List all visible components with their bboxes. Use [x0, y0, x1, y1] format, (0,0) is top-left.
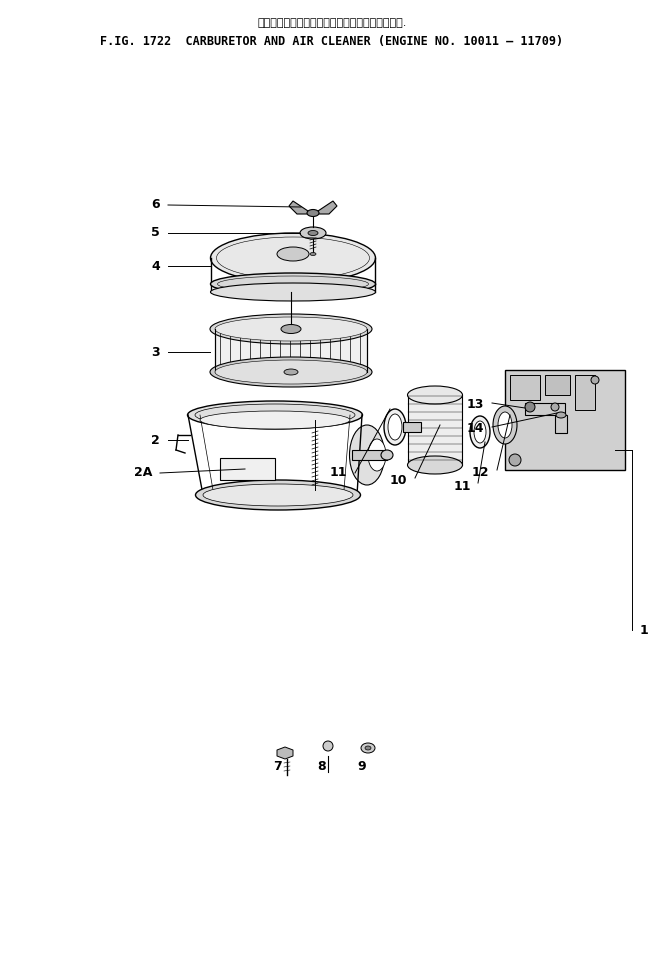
Ellipse shape [551, 403, 559, 411]
Bar [215, 329, 367, 372]
Text: 4: 4 [151, 259, 160, 272]
Ellipse shape [300, 227, 326, 239]
Ellipse shape [525, 402, 535, 412]
Ellipse shape [381, 450, 393, 460]
Ellipse shape [591, 376, 599, 384]
Ellipse shape [384, 409, 406, 445]
Ellipse shape [308, 230, 318, 236]
Ellipse shape [408, 386, 462, 404]
Text: 1: 1 [640, 623, 649, 637]
Ellipse shape [350, 425, 384, 485]
Ellipse shape [210, 314, 372, 344]
Bar [575, 375, 595, 410]
Ellipse shape [361, 743, 375, 753]
Text: 8: 8 [318, 760, 327, 773]
Ellipse shape [408, 456, 462, 474]
Bar [525, 403, 565, 415]
Text: 9: 9 [358, 760, 366, 773]
Text: 3: 3 [152, 345, 160, 359]
Ellipse shape [474, 421, 486, 443]
Bar [505, 370, 625, 470]
Ellipse shape [203, 484, 353, 506]
Ellipse shape [211, 283, 376, 301]
Bar [408, 395, 463, 465]
Text: 6: 6 [152, 199, 160, 212]
Ellipse shape [509, 454, 521, 466]
Ellipse shape [215, 360, 367, 384]
Bar [545, 375, 570, 395]
Ellipse shape [200, 411, 350, 429]
Polygon shape [277, 747, 293, 759]
Text: 7: 7 [273, 760, 283, 773]
Ellipse shape [211, 233, 376, 283]
Ellipse shape [365, 746, 371, 750]
Bar [352, 450, 387, 460]
Text: 11: 11 [454, 480, 471, 492]
Ellipse shape [281, 325, 301, 333]
Ellipse shape [498, 412, 512, 438]
Ellipse shape [368, 439, 386, 471]
Text: F.IG. 1722  CARBURETOR AND AIR CLEANER (ENGINE NO. 10011 — 11709): F.IG. 1722 CARBURETOR AND AIR CLEANER (E… [100, 34, 563, 48]
Text: キャブレータおよびエアークリーナ　適用号機　.: キャブレータおよびエアークリーナ 適用号機 . [257, 18, 407, 28]
Ellipse shape [210, 357, 372, 387]
Ellipse shape [323, 741, 333, 751]
Text: 12: 12 [471, 465, 489, 479]
Text: 13: 13 [467, 399, 484, 411]
Ellipse shape [284, 369, 298, 375]
Text: 10: 10 [390, 475, 407, 488]
Bar [510, 375, 540, 400]
Bar [555, 415, 567, 433]
Ellipse shape [310, 253, 316, 255]
Ellipse shape [493, 406, 517, 444]
Polygon shape [289, 201, 308, 214]
Bar [220, 458, 275, 480]
Text: 5: 5 [151, 226, 160, 240]
Polygon shape [318, 201, 337, 214]
Ellipse shape [188, 401, 362, 429]
Ellipse shape [215, 317, 367, 341]
Text: 14: 14 [467, 422, 484, 436]
Ellipse shape [470, 416, 490, 448]
Text: 2: 2 [151, 434, 160, 447]
Ellipse shape [211, 273, 376, 295]
Ellipse shape [556, 412, 566, 418]
Ellipse shape [196, 480, 360, 510]
Ellipse shape [307, 210, 319, 216]
Ellipse shape [277, 247, 309, 261]
Text: 11: 11 [329, 466, 347, 480]
Text: 2A: 2A [134, 466, 152, 480]
Ellipse shape [388, 414, 402, 440]
Bar [403, 422, 421, 432]
